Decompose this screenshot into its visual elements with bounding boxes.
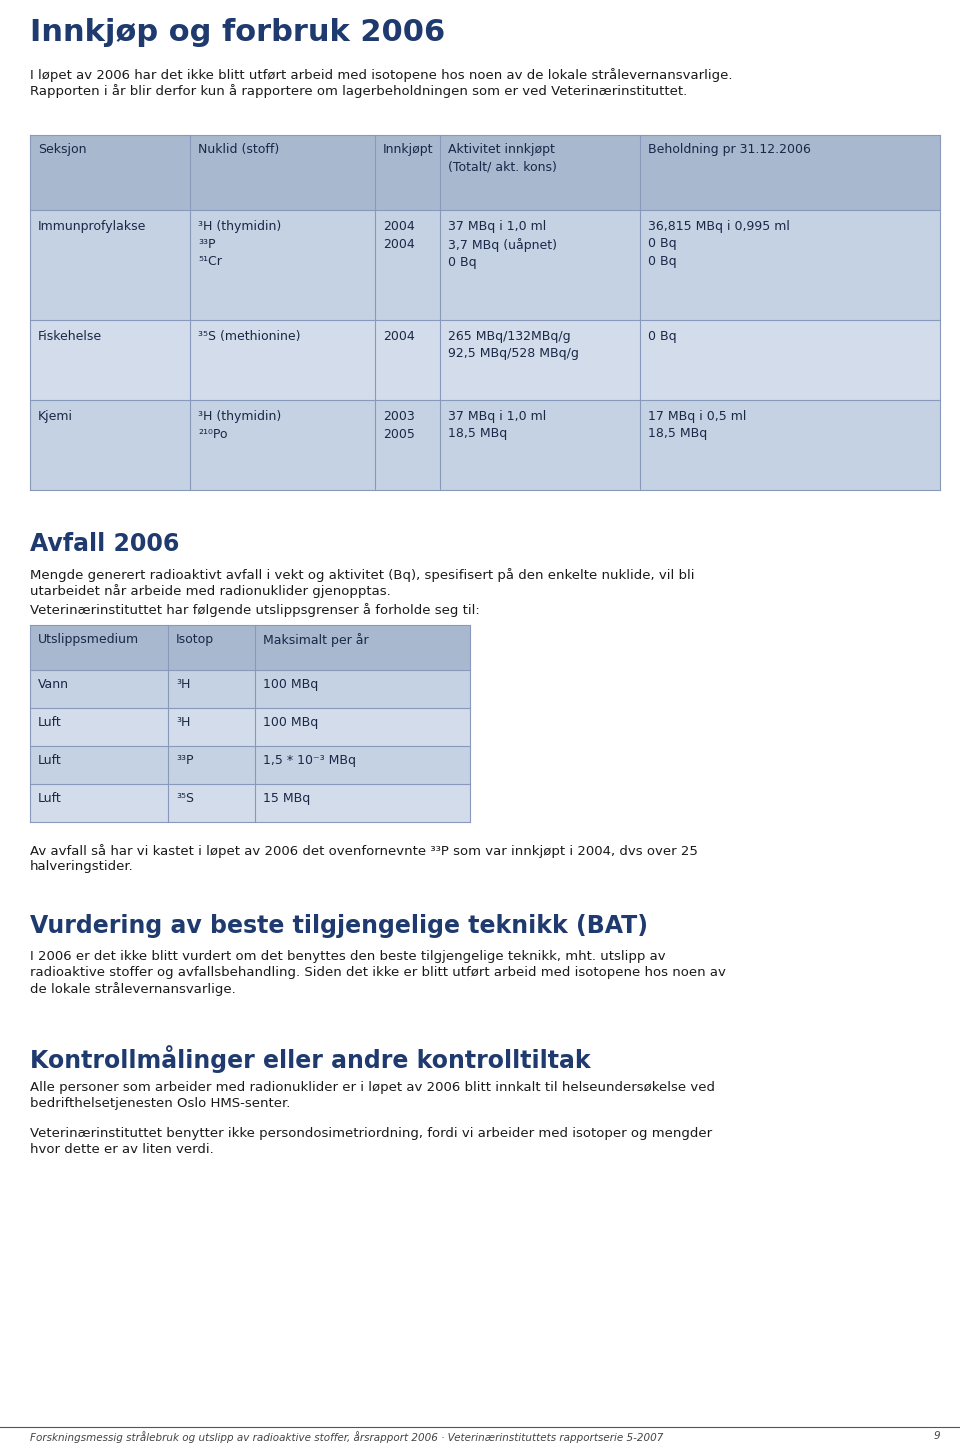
Text: hvor dette er av liten verdi.: hvor dette er av liten verdi. [30, 1143, 214, 1156]
Bar [30, 400, 940, 490]
Text: Aktivitet innkjøpt
(Totalt/ akt. kons): Aktivitet innkjøpt (Totalt/ akt. kons) [448, 143, 557, 174]
Text: Utslippsmedium: Utslippsmedium [38, 633, 139, 646]
Text: Rapporten i år blir derfor kun å rapportere om lagerbeholdningen som er ved Vete: Rapporten i år blir derfor kun å rapport… [30, 84, 687, 99]
Text: 0 Bq: 0 Bq [648, 330, 677, 343]
Text: Vann: Vann [38, 678, 69, 691]
Text: Nuklid (stoff): Nuklid (stoff) [198, 143, 279, 156]
Text: Forskningsmessig strålebruk og utslipp av radioaktive stoffer, årsrapport 2006 ·: Forskningsmessig strålebruk og utslipp a… [30, 1432, 663, 1443]
Text: I løpet av 2006 har det ikke blitt utført arbeid med isotopene hos noen av de lo: I løpet av 2006 har det ikke blitt utfør… [30, 68, 732, 83]
Text: Alle personer som arbeider med radionuklider er i løpet av 2006 blitt innkalt ti: Alle personer som arbeider med radionukl… [30, 1081, 715, 1094]
Text: Innkjøp og forbruk 2006: Innkjøp og forbruk 2006 [30, 17, 445, 46]
Text: Vurdering av beste tilgjengelige teknikk (BAT): Vurdering av beste tilgjengelige teknikk… [30, 914, 648, 938]
Text: Avfall 2006: Avfall 2006 [30, 532, 180, 556]
Bar [30, 784, 470, 822]
Text: Immunprofylakse: Immunprofylakse [38, 220, 146, 233]
Text: ³⁵S: ³⁵S [176, 793, 194, 806]
Text: 100 MBq: 100 MBq [263, 678, 319, 691]
Text: Maksimalt per år: Maksimalt per år [263, 633, 369, 646]
Text: 1,5 * 10⁻³ MBq: 1,5 * 10⁻³ MBq [263, 753, 356, 767]
Text: 265 MBq/132MBq/g
92,5 MBq/528 MBq/g: 265 MBq/132MBq/g 92,5 MBq/528 MBq/g [448, 330, 579, 361]
Text: Seksjon: Seksjon [38, 143, 86, 156]
Text: Kjemi: Kjemi [38, 410, 73, 423]
Text: Fiskehelse: Fiskehelse [38, 330, 102, 343]
Text: Luft: Luft [38, 753, 61, 767]
Text: radioaktive stoffer og avfallsbehandling. Siden det ikke er blitt utført arbeid : radioaktive stoffer og avfallsbehandling… [30, 966, 726, 980]
Text: Kontrollmålinger eller andre kontrolltiltak: Kontrollmålinger eller andre kontrolltil… [30, 1045, 590, 1072]
Text: Beholdning pr 31.12.2006: Beholdning pr 31.12.2006 [648, 143, 811, 156]
Text: 15 MBq: 15 MBq [263, 793, 310, 806]
Bar [30, 135, 940, 210]
Bar [30, 669, 470, 709]
Text: ³H: ³H [176, 678, 190, 691]
Text: Mengde generert radioaktivt avfall i vekt og aktivitet (Bq), spesifisert på den : Mengde generert radioaktivt avfall i vek… [30, 568, 694, 582]
Text: 100 MBq: 100 MBq [263, 716, 319, 729]
Text: ³³P: ³³P [176, 753, 194, 767]
Bar [30, 625, 470, 669]
Text: 2003
2005: 2003 2005 [383, 410, 415, 440]
Bar [30, 746, 470, 784]
Text: 2004: 2004 [383, 330, 415, 343]
Bar [30, 210, 940, 320]
Text: Luft: Luft [38, 716, 61, 729]
Text: I 2006 er det ikke blitt vurdert om det benyttes den beste tilgjengelige teknikk: I 2006 er det ikke blitt vurdert om det … [30, 951, 665, 964]
Bar [30, 320, 940, 400]
Text: ³⁵S (methionine): ³⁵S (methionine) [198, 330, 300, 343]
Text: Luft: Luft [38, 793, 61, 806]
Text: 2004
2004: 2004 2004 [383, 220, 415, 251]
Text: de lokale strålevernansvarlige.: de lokale strålevernansvarlige. [30, 982, 236, 995]
Bar [30, 709, 470, 746]
Text: ³H: ³H [176, 716, 190, 729]
Text: Isotop: Isotop [176, 633, 214, 646]
Text: ³H (thymidin)
²¹⁰Po: ³H (thymidin) ²¹⁰Po [198, 410, 281, 440]
Text: 9: 9 [933, 1432, 940, 1440]
Text: Veterinærinstituttet benytter ikke persondosimetriordning, fordi vi arbeider med: Veterinærinstituttet benytter ikke perso… [30, 1127, 712, 1140]
Text: 37 MBq i 1,0 ml
18,5 MBq: 37 MBq i 1,0 ml 18,5 MBq [448, 410, 546, 440]
Text: Innkjøpt: Innkjøpt [383, 143, 434, 156]
Text: bedrifthelsetjenesten Oslo HMS-senter.: bedrifthelsetjenesten Oslo HMS-senter. [30, 1097, 290, 1110]
Text: Av avfall så har vi kastet i løpet av 2006 det ovenfornevnte ³³P som var innkjøp: Av avfall så har vi kastet i løpet av 20… [30, 843, 698, 858]
Text: Veterinærinstituttet har følgende utslippsgrenser å forholde seg til:: Veterinærinstituttet har følgende utslip… [30, 603, 480, 617]
Text: 17 MBq i 0,5 ml
18,5 MBq: 17 MBq i 0,5 ml 18,5 MBq [648, 410, 746, 440]
Text: 36,815 MBq i 0,995 ml
0 Bq
0 Bq: 36,815 MBq i 0,995 ml 0 Bq 0 Bq [648, 220, 790, 268]
Text: 37 MBq i 1,0 ml
3,7 MBq (uåpnet)
0 Bq: 37 MBq i 1,0 ml 3,7 MBq (uåpnet) 0 Bq [448, 220, 557, 270]
Text: ³H (thymidin)
³³P
⁵¹Cr: ³H (thymidin) ³³P ⁵¹Cr [198, 220, 281, 268]
Text: utarbeidet når arbeide med radionuklider gjenopptas.: utarbeidet når arbeide med radionuklider… [30, 584, 391, 598]
Text: halveringstider.: halveringstider. [30, 861, 133, 872]
